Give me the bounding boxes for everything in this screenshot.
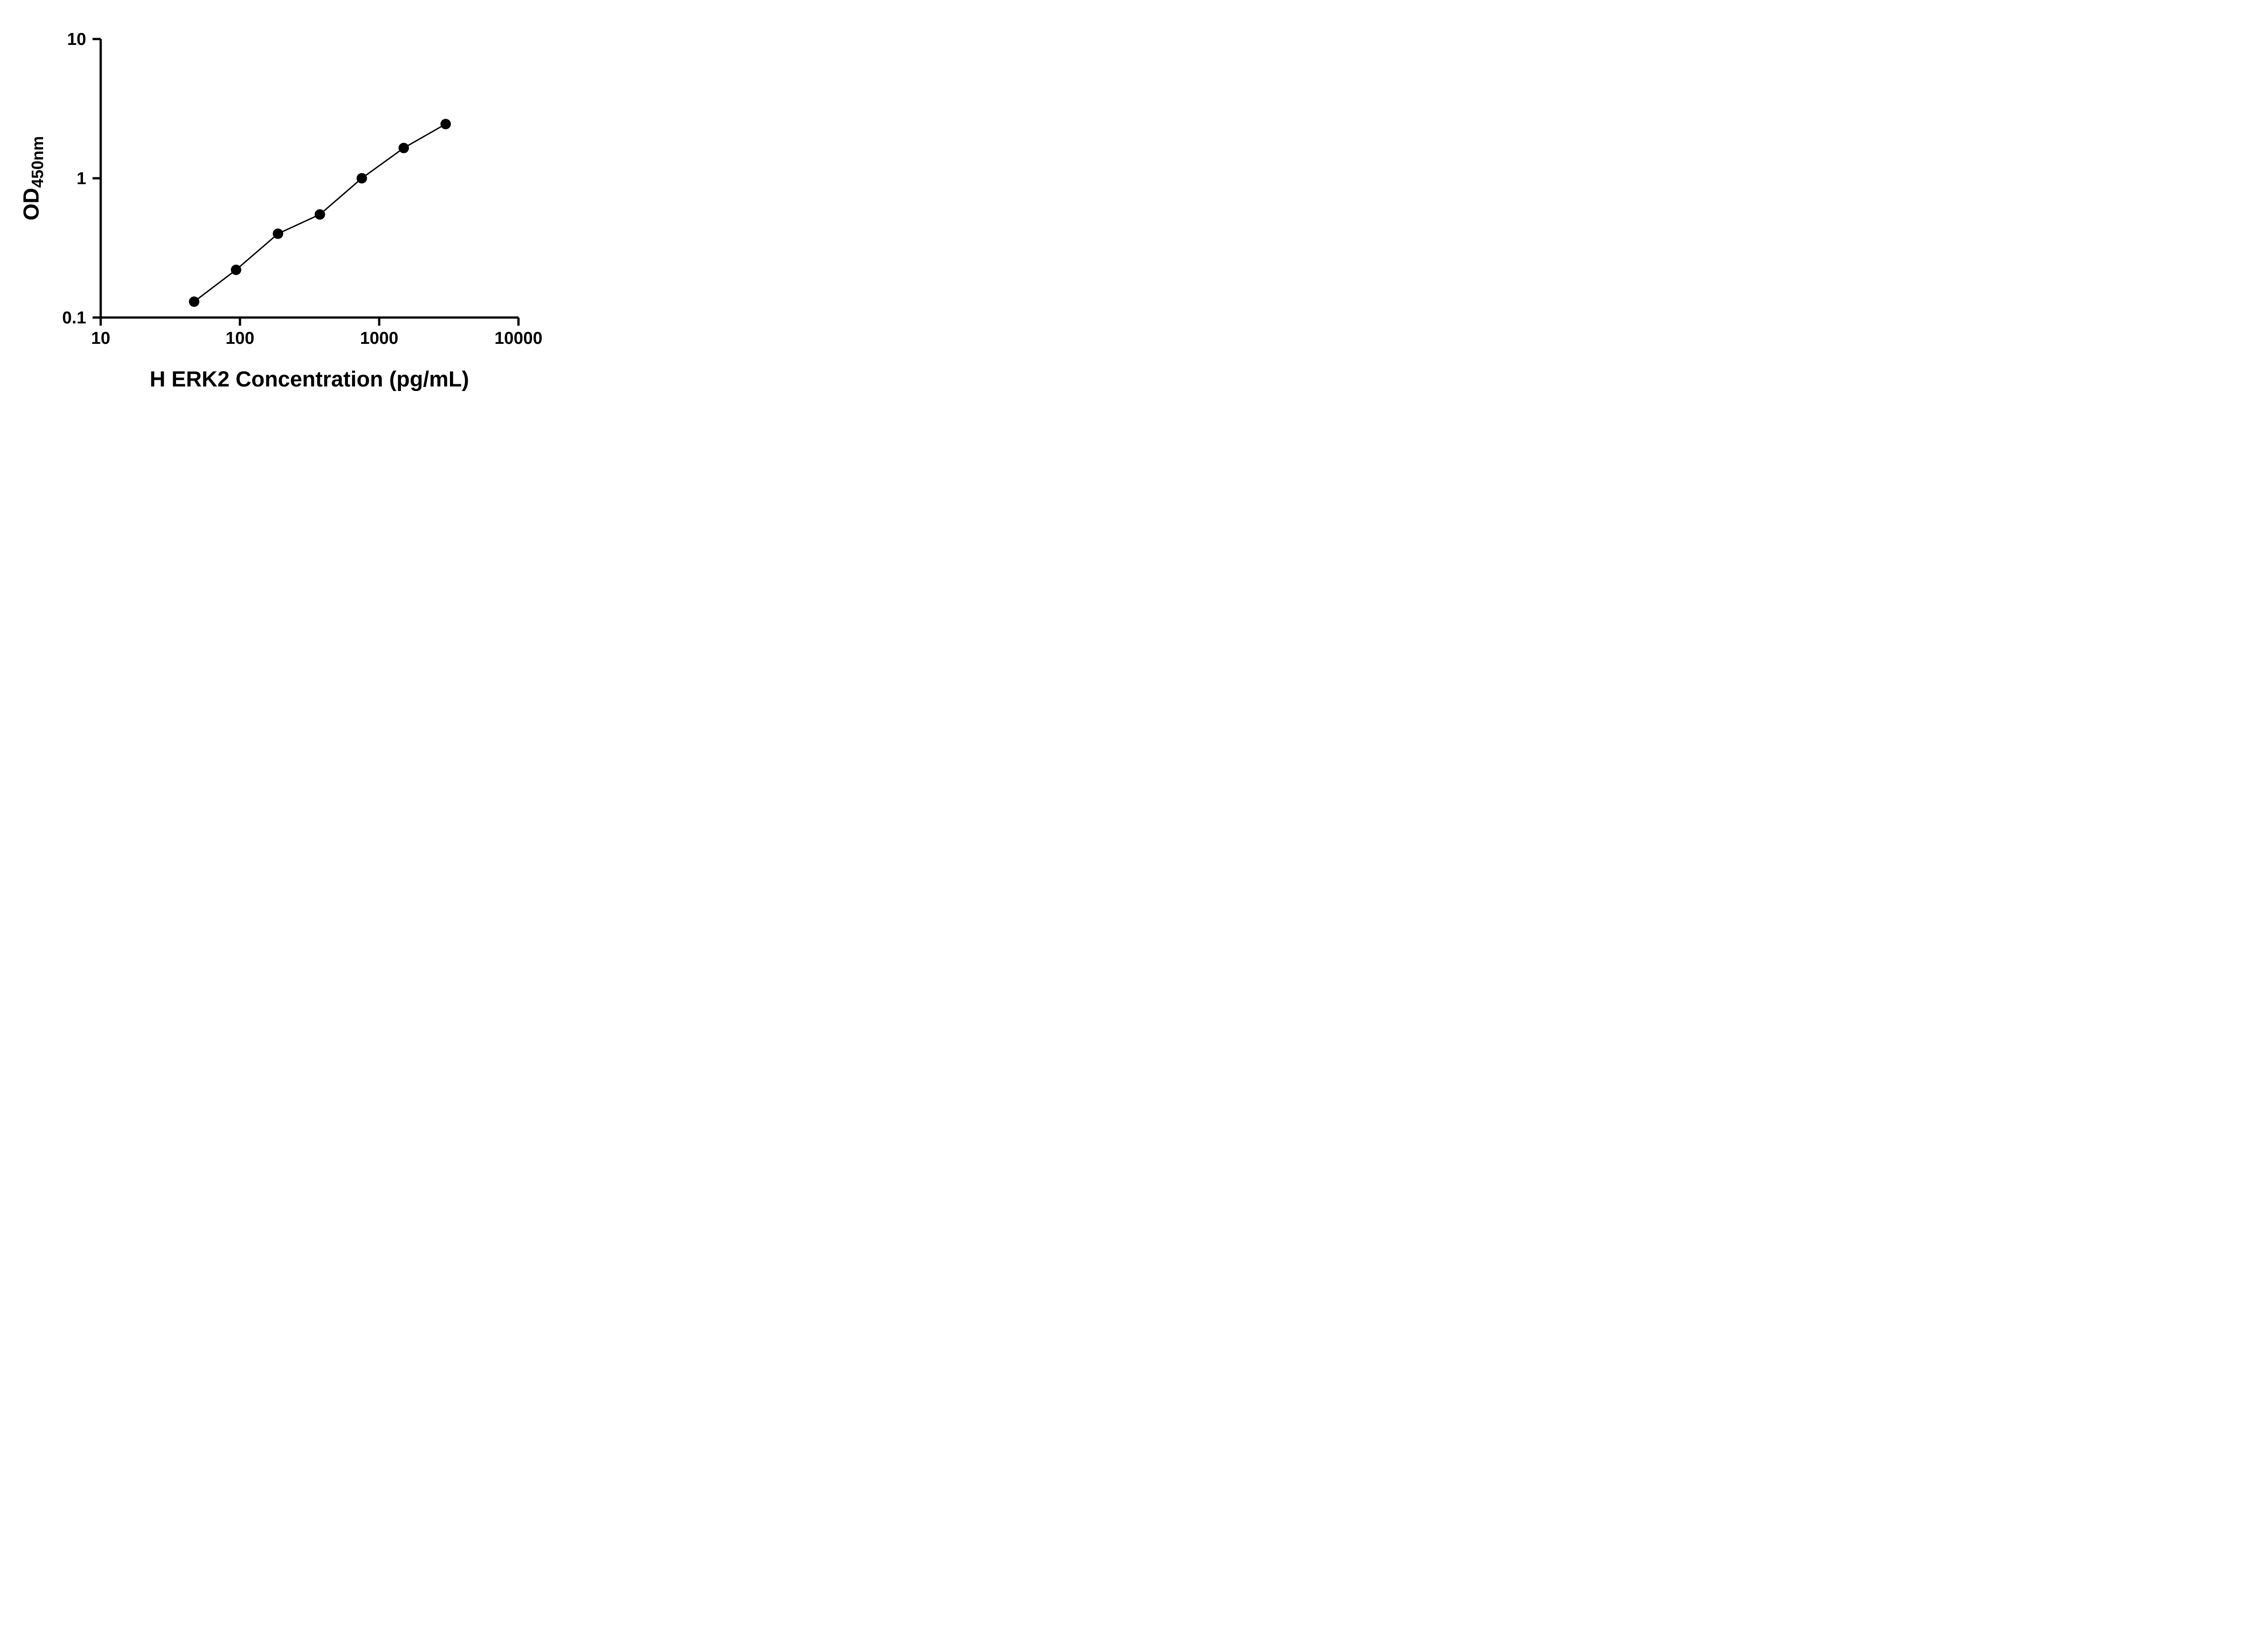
y-axis-title-main: OD [20, 188, 44, 220]
data-point [189, 296, 200, 307]
y-tick-label: 10 [67, 30, 86, 49]
data-point [398, 142, 409, 153]
data-point [230, 264, 241, 275]
x-tick-label: 10000 [494, 329, 543, 348]
x-tick-label: 1000 [360, 329, 399, 348]
y-axis-title: OD450nm [20, 136, 47, 220]
elisa-standard-curve-figure: 10 100 1000 10000 0.1 1 10 H ERK2 Concentratio… [0, 0, 572, 408]
x-axis-title: H ERK2 Concentration (pg/mL) [150, 367, 469, 391]
axes-spines [99, 39, 518, 319]
data-point [357, 173, 367, 184]
y-tick-label: 1 [77, 169, 86, 188]
chart-canvas: 10 100 1000 10000 0.1 1 10 H ERK2 Concentratio… [20, 30, 543, 391]
data-point [314, 209, 325, 220]
x-tick-label: 100 [225, 329, 254, 348]
y-axis-title-subscript: 450nm [28, 136, 47, 188]
x-tick-label: 10 [91, 329, 110, 348]
data-point [273, 228, 284, 239]
y-tick-label: 0.1 [62, 308, 86, 328]
data-point [440, 119, 451, 129]
plot-area: 10 100 1000 10000 0.1 1 10 [62, 30, 543, 348]
